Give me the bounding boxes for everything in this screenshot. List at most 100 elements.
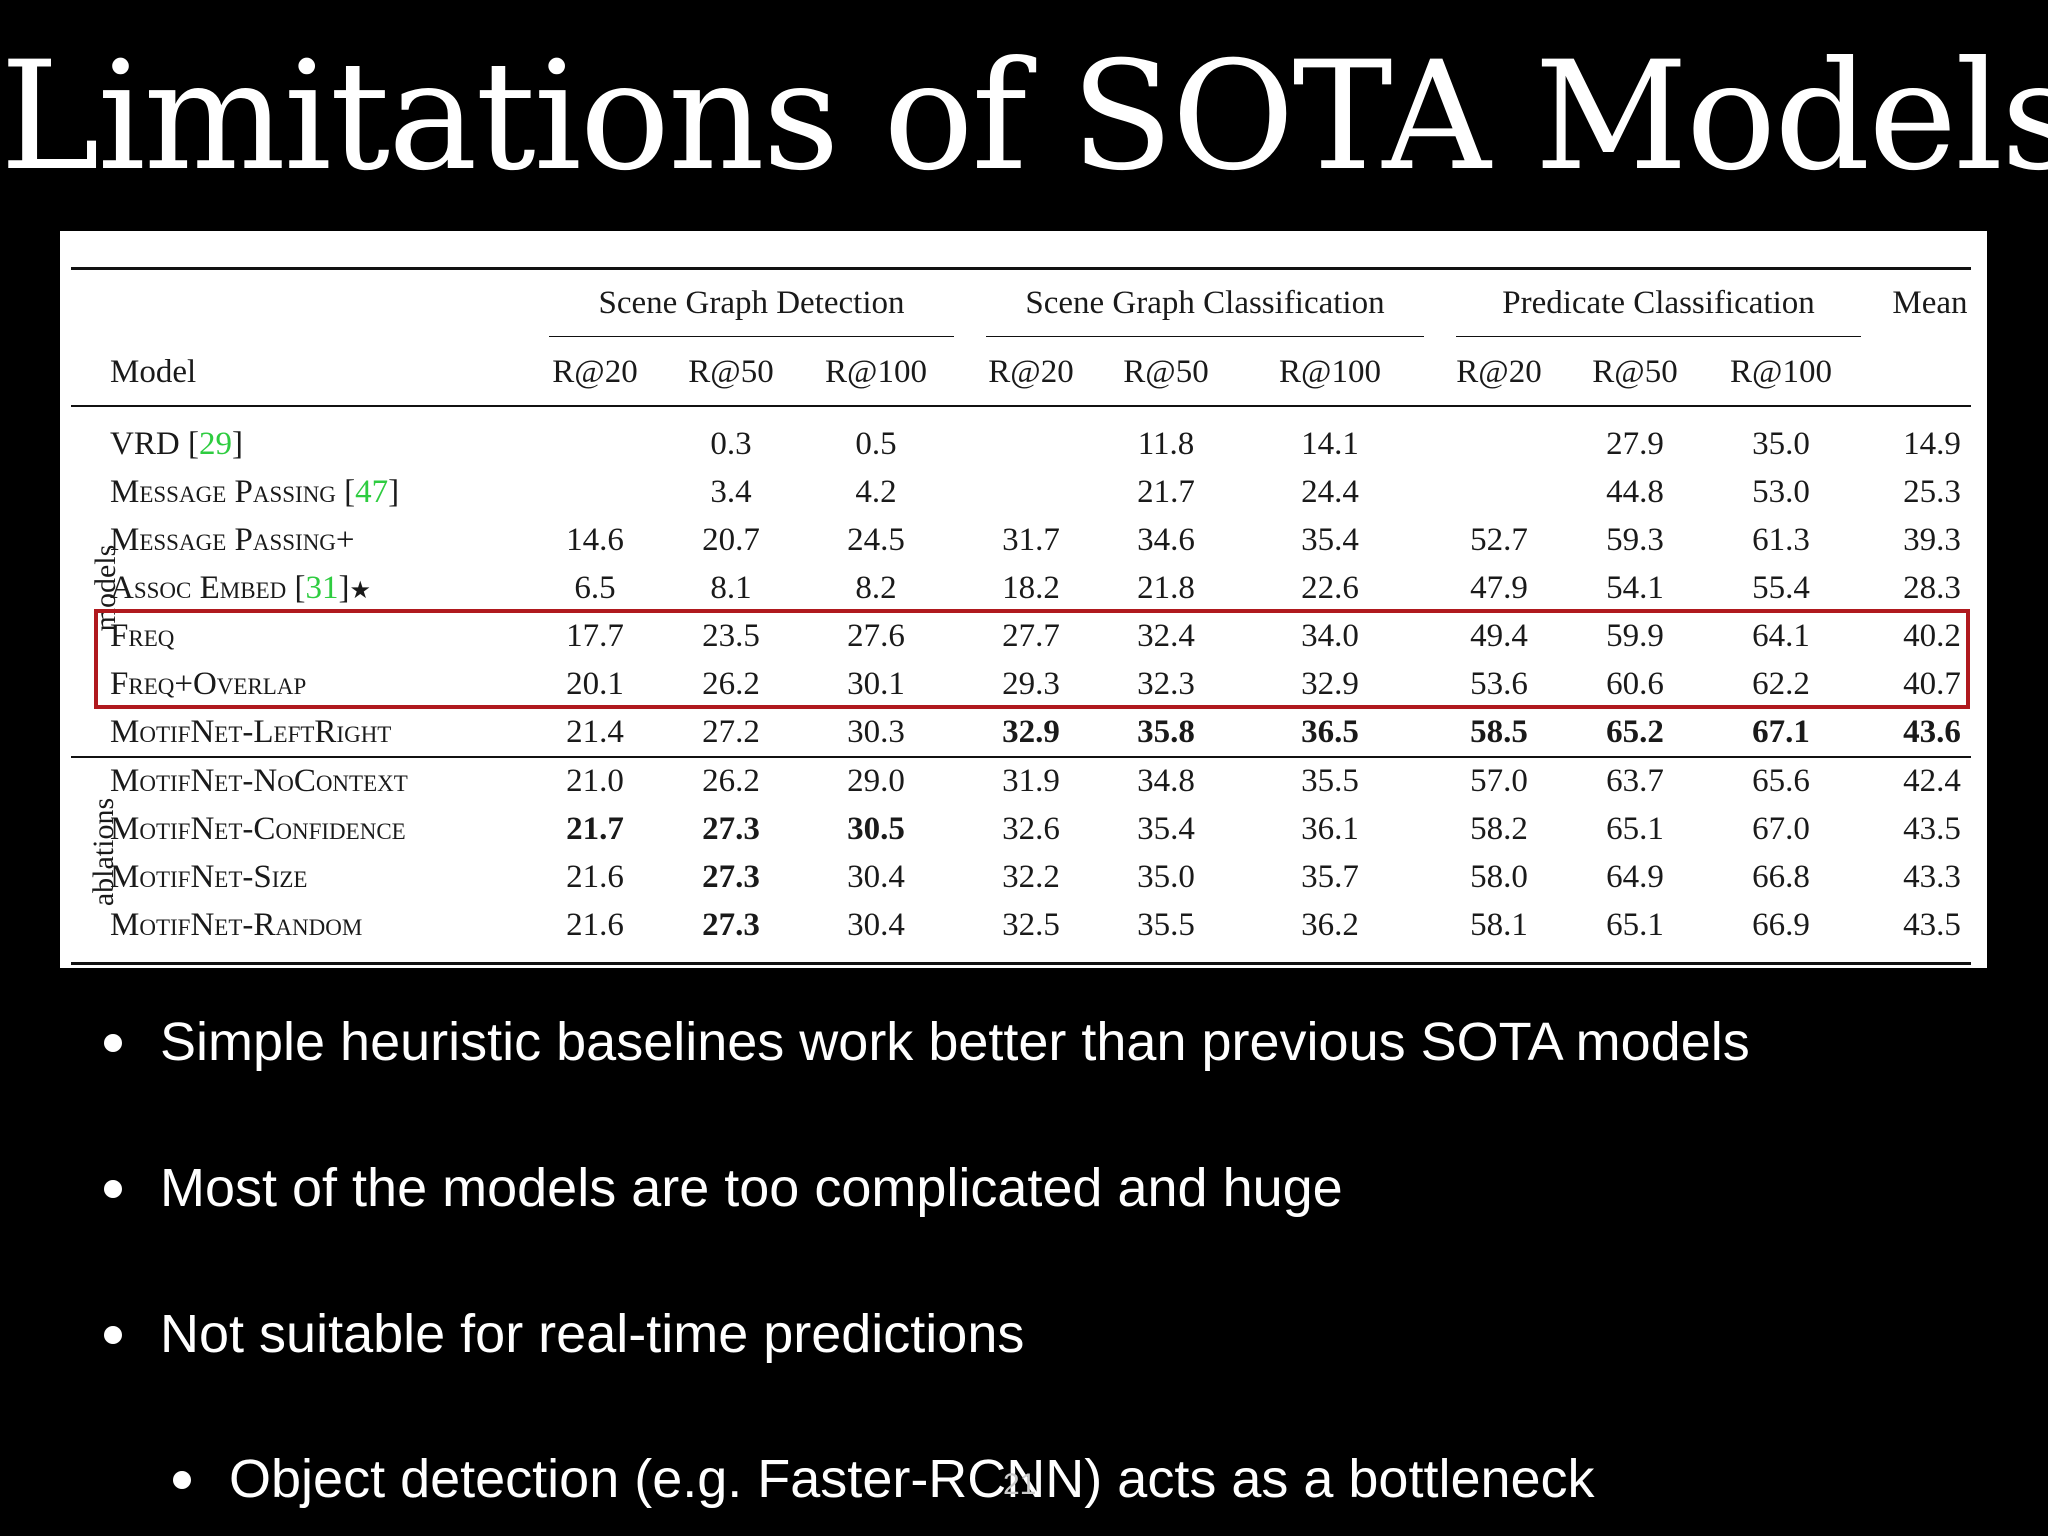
table-cell: 27.9 [1606,426,1664,462]
model-name: MotifNet-NoContext [110,763,408,799]
table-cell: 21.6 [566,907,624,943]
table-row-model-name: Freq+Overlap [110,664,306,704]
table-cell: 35.0 [1137,859,1195,895]
bullet-text: Not suitable for real-time predictions [160,1304,1025,1364]
citation-link[interactable]: 47 [355,474,389,510]
table-cell: 27.7 [1002,618,1060,654]
table-cell: 52.7 [1470,522,1528,558]
group-underline-classification [986,336,1424,337]
table-cell: 27.3 [702,811,760,847]
sub-bullet-text: Object detection (e.g. Faster-RCNN) acts… [229,1449,1595,1509]
table-cell-mean: 39.3 [1903,522,1961,558]
table-cell: 31.9 [1002,763,1060,799]
table-cell: 55.4 [1752,570,1810,606]
table-cell: 63.7 [1606,763,1664,799]
table-cell: 44.8 [1606,474,1664,510]
page-number: 21 [1003,1468,1037,1501]
table-cell: 60.6 [1606,666,1664,702]
table-cell: 30.1 [847,666,905,702]
subcol-header: R@20 [1456,354,1542,390]
table-row-model-name: Freq [110,616,174,656]
subcol-header: R@100 [1730,354,1832,390]
model-name: MotifNet-Random [110,907,363,943]
table-cell: 14.6 [566,522,624,558]
table-cell: 14.1 [1301,426,1359,462]
table-cell: 21.0 [566,763,624,799]
table-cell: 58.2 [1470,811,1528,847]
table-cell-mean: 43.6 [1903,714,1961,750]
table-cell: 27.6 [847,618,905,654]
model-name: VRD [110,426,180,462]
table-cell: 32.9 [1002,714,1060,750]
table-bottom-rule [71,962,1971,965]
bullet-icon [104,1034,122,1052]
table-row-model-name: MotifNet-Size [110,857,307,897]
table-cell: 53.0 [1752,474,1810,510]
table-cell: 47.9 [1470,570,1528,606]
subcol-header: R@50 [1592,354,1678,390]
table-cell: 49.4 [1470,618,1528,654]
slide-title: Limitations of SOTA Models [0,30,2048,204]
section-rule [71,756,1971,758]
table-cell: 66.8 [1752,859,1810,895]
table-row-model-name: Message Passing+ [110,520,355,560]
table-cell: 23.5 [702,618,760,654]
table-cell: 32.9 [1301,666,1359,702]
model-name: Freq+Overlap [110,666,307,702]
table-cell: 61.3 [1752,522,1810,558]
table-cell: 35.4 [1137,811,1195,847]
table-cell: 18.2 [1002,570,1060,606]
table-cell: 17.7 [566,618,624,654]
table-cell: 36.5 [1301,714,1359,750]
table-cell: 35.7 [1301,859,1359,895]
model-name: Message Passing [110,474,336,510]
mean-header: Mean [1892,285,1968,321]
results-table: Scene Graph Detection Scene Graph Classi… [60,231,1987,968]
table-cell-mean: 43.3 [1903,859,1961,895]
table-cell: 4.2 [855,474,897,510]
table-cell: 65.1 [1606,811,1664,847]
bullet-text: Simple heuristic baselines work better t… [160,1012,1750,1072]
table-cell: 27.3 [702,907,760,943]
table-cell: 32.2 [1002,859,1060,895]
table-cell: 35.5 [1137,907,1195,943]
citation-link[interactable]: 31 [305,570,339,606]
table-cell: 8.1 [710,570,752,606]
table-cell: 27.2 [702,714,760,750]
model-header: Model [110,354,197,390]
table-cell: 65.1 [1606,907,1664,943]
table-cell-mean: 43.5 [1903,811,1961,847]
table-cell: 36.1 [1301,811,1359,847]
table-cell: 29.0 [847,763,905,799]
table-cell: 29.3 [1002,666,1060,702]
group-underline-predicate [1456,336,1861,337]
citation-link[interactable]: 29 [198,426,232,462]
subcol-header: R@100 [1279,354,1381,390]
table-cell-mean: 43.5 [1903,907,1961,943]
table-cell: 67.1 [1752,714,1810,750]
bullet-icon [104,1326,122,1344]
table-cell: 58.0 [1470,859,1528,895]
table-top-rule [71,267,1971,270]
table-row-model-name: VRD [29] [110,426,243,462]
table-cell: 32.6 [1002,811,1060,847]
model-name: Freq [110,618,175,654]
table-cell: 36.2 [1301,907,1359,943]
table-cell: 0.3 [710,426,752,462]
table-cell: 35.5 [1301,763,1359,799]
table-cell: 66.9 [1752,907,1810,943]
table-cell: 30.4 [847,907,905,943]
group-underline-detection [549,336,954,337]
table-cell: 26.2 [702,666,760,702]
table-cell: 34.6 [1137,522,1195,558]
table-cell-mean: 42.4 [1903,763,1961,799]
table-cell: 35.8 [1137,714,1195,750]
table-cell-mean: 28.3 [1903,570,1961,606]
group-header-predicate: Predicate Classification [1502,285,1815,321]
table-cell: 67.0 [1752,811,1810,847]
subcol-header: R@100 [825,354,927,390]
table-cell: 35.4 [1301,522,1359,558]
table-row-model-name: MotifNet-Random [110,905,362,945]
table-cell: 65.6 [1752,763,1810,799]
table-row-model-name: Message Passing [47] [110,474,400,510]
